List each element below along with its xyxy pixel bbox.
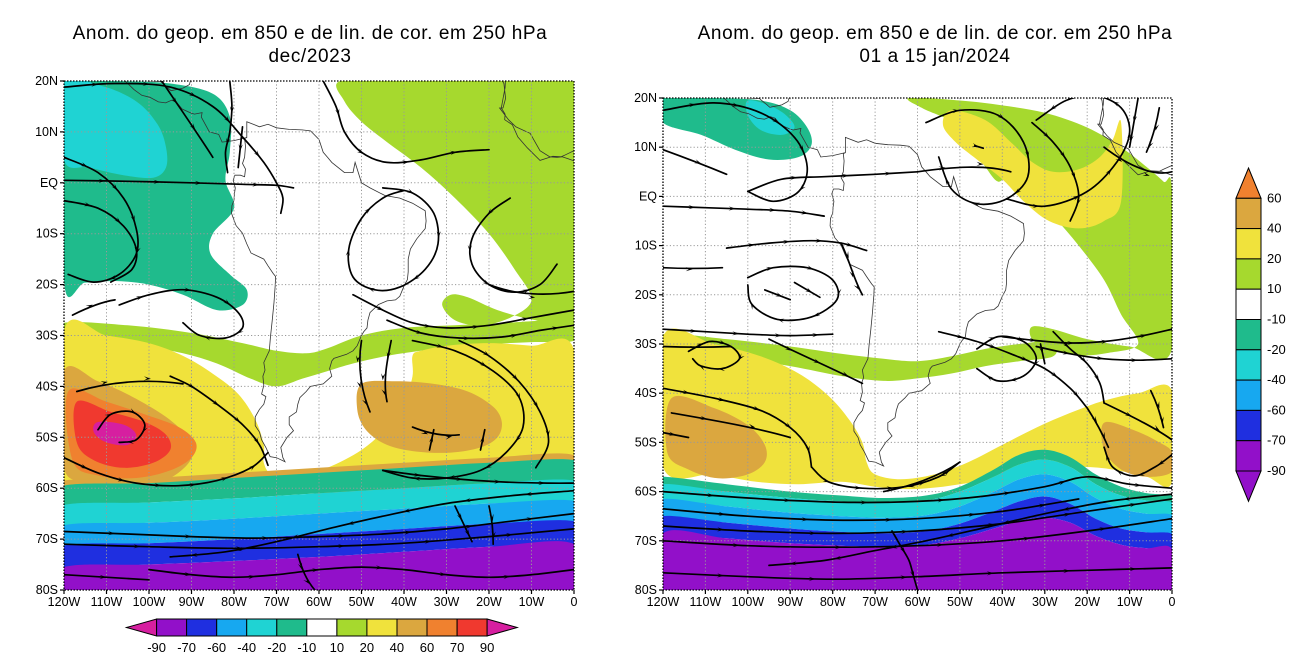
svg-text:-60: -60 xyxy=(1267,402,1286,417)
svg-text:20: 20 xyxy=(1267,251,1281,266)
svg-text:40: 40 xyxy=(1267,221,1281,236)
svg-text:-90: -90 xyxy=(1267,463,1286,478)
svg-text:-10: -10 xyxy=(1267,312,1286,327)
svg-text:-40: -40 xyxy=(1267,372,1286,387)
svg-text:-70: -70 xyxy=(1267,433,1286,448)
svg-text:-20: -20 xyxy=(1267,342,1286,357)
svg-text:60: 60 xyxy=(1267,190,1281,205)
svg-text:10: 10 xyxy=(1267,281,1281,296)
